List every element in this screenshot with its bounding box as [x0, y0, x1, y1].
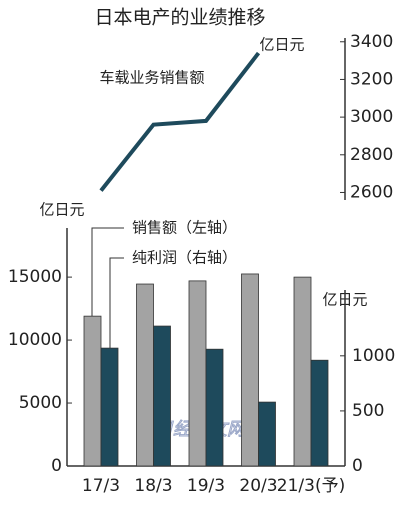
bar [100, 347, 119, 467]
series-label: 车载业务销售额 [99, 69, 204, 87]
x-tick-label: 18/3 [134, 476, 172, 496]
y-tick-label: 5000 [19, 393, 62, 413]
y-tick-label: 0 [51, 456, 62, 476]
legend-label: 纯利润（右轴） [132, 249, 237, 267]
bar [188, 280, 207, 467]
bar [153, 325, 171, 467]
y-tick-label: 10000 [8, 330, 62, 350]
legend-leader [109, 257, 124, 348]
legend-label: 销售额（左轴） [132, 219, 237, 237]
y-tick-label: 3000 [350, 107, 393, 127]
x-tick-label: 19/3 [187, 476, 225, 496]
y-tick-label: 2800 [350, 145, 393, 165]
bar [293, 276, 312, 467]
line [99, 51, 261, 192]
y-tick-label: 3200 [350, 69, 393, 89]
bar [310, 359, 329, 467]
y2-tick-label: 1000 [352, 346, 395, 366]
x-tick-label: 17/3 [82, 476, 120, 496]
bar [136, 283, 154, 467]
y-unit: 亿日元 [259, 36, 304, 54]
y-tick-label: 2600 [350, 182, 393, 202]
bar [205, 348, 224, 467]
bar [258, 401, 276, 467]
x-tick-label: 21/3(予) [277, 476, 345, 496]
chart-title: 日本电产的业绩推移 [94, 7, 265, 29]
bar [241, 273, 259, 467]
y-tick-label: 3400 [350, 32, 393, 52]
legend-leader [91, 227, 124, 316]
y2-tick-label: 500 [352, 401, 384, 421]
y2-tick-label: 0 [352, 456, 363, 476]
bar [83, 315, 102, 467]
y-unit: 亿日元 [39, 201, 84, 219]
x-tick-label: 20/3 [239, 476, 277, 496]
y-tick-label: 15000 [8, 267, 62, 287]
